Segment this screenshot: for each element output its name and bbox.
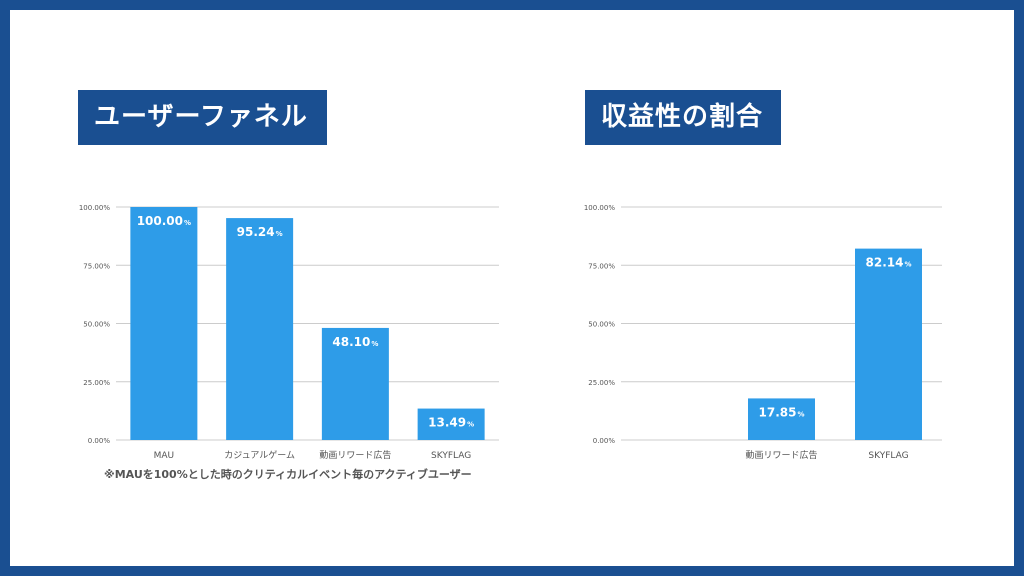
funnel-bar-value-label: 95.24% (237, 225, 283, 239)
revenue-y-tick-label: 50.00% (588, 321, 615, 329)
funnel-bar-chart: 0.00% 25.00% 50.00% 75.00% 100.00% 100.00% MAU… (79, 204, 499, 461)
footnote: ※MAUを100%とした時のクリティカルイベント毎のアクティブユーザー (104, 468, 472, 481)
funnel-y-tick-label: 0.00% (88, 437, 111, 445)
funnel-category-label: 動画リワード広告 (319, 449, 391, 461)
funnel-y-tick-label: 25.00% (83, 379, 110, 387)
revenue-category-label: 動画リワード広告 (745, 449, 817, 461)
revenue-bar (855, 248, 922, 440)
revenue-bar (748, 398, 815, 440)
revenue-bar-value-label: 17.85% (759, 405, 805, 419)
funnel-bar-value-label: 48.10% (332, 335, 378, 349)
revenue-y-tick-label: 100.00% (584, 204, 615, 212)
funnel-bar (417, 408, 485, 440)
revenue-bar-value-label: 82.14% (866, 256, 912, 270)
funnel-bar (226, 218, 294, 440)
funnel-category-label: MAU (154, 451, 175, 461)
funnel-title: ユーザーファネル (78, 90, 327, 145)
funnel-bar-value-label: 13.49% (428, 416, 474, 430)
funnel-category-label: SKYFLAG (431, 451, 471, 461)
revenue-category-label: SKYFLAG (868, 451, 908, 461)
funnel-bar (321, 327, 389, 440)
revenue-share-bar-chart: 0.00% 25.00% 50.00% 75.00% 100.00% 17.85% 動画リワ… (584, 204, 942, 461)
funnel-bar (130, 207, 198, 440)
revenue-share-title: 収益性の割合 (585, 90, 781, 145)
funnel-y-tick-label: 75.00% (83, 262, 110, 270)
funnel-category-label: カジュアルゲーム (224, 449, 295, 461)
funnel-y-tick-label: 50.00% (83, 321, 110, 329)
revenue-y-tick-label: 0.00% (593, 437, 616, 445)
funnel-y-tick-label: 100.00% (79, 204, 110, 212)
revenue-y-tick-label: 75.00% (588, 262, 615, 270)
funnel-bar-value-label: 100.00% (137, 214, 191, 228)
revenue-y-tick-label: 25.00% (588, 379, 615, 387)
